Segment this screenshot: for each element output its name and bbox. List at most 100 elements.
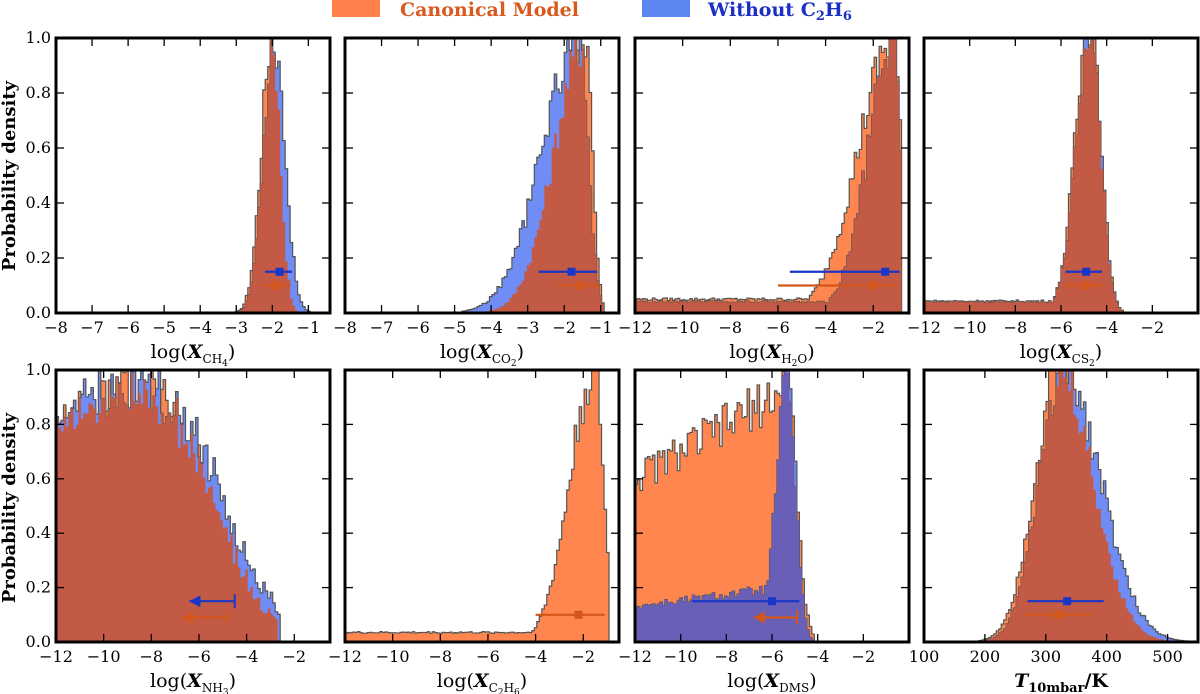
x-tick-label-c2h6: −6 [476, 647, 500, 666]
x-tick-label-ch4: −1 [297, 318, 321, 337]
y-tick-label-ch4: 0.0 [26, 303, 51, 322]
plot-area-temp [924, 370, 1198, 642]
x-tick-label-ch4: −4 [188, 318, 212, 337]
x-tick-label-dms: −12 [618, 647, 652, 666]
plot-area-nh3 [56, 370, 330, 642]
panel-cs2: −12 −10 −8 −6 −4 −2 log(XCS2) [907, 36, 1200, 369]
x-tick-label-h2o: −12 [618, 318, 652, 337]
x-tick-label-dms: −4 [806, 647, 830, 666]
frame-nh3 [54, 368, 332, 644]
hist-overlap-ch4 [56, 38, 330, 313]
median-marker-without-ch4 [275, 267, 284, 276]
x-tick-label-co2: −7 [370, 318, 394, 337]
y-tick-label-ch4: 0.4 [26, 193, 51, 212]
median-marker-canonical-cs2 [1082, 281, 1091, 290]
x-tick-label-h2o: −6 [766, 318, 790, 337]
x-axis-label-cs2: log(XCS2) [1020, 341, 1102, 369]
legend-swatch-without [642, 0, 690, 17]
median-marker-canonical-c2h6 [574, 610, 583, 619]
x-tick-label-nh3: −2 [282, 647, 306, 666]
x-tick-label-temp: 300 [1031, 647, 1062, 666]
y-tick-label-ch4: 0.6 [26, 138, 51, 157]
y-tick-label-ch4: 1.0 [26, 28, 51, 47]
median-marker-canonical-temp [1053, 610, 1062, 619]
x-tick-label-cs2: −8 [1004, 318, 1028, 337]
x-tick-label-c2h6: −4 [524, 647, 548, 666]
x-tick-label-co2: −2 [552, 318, 576, 337]
y-tick-label-ch4: 0.8 [26, 83, 51, 102]
x-tick-label-ch4: −3 [224, 318, 248, 337]
x-axis-label-dms: log(XDMS) [727, 670, 816, 694]
frame-temp [922, 368, 1200, 644]
y-tick-label-nh3: 1.0 [26, 360, 51, 379]
y-tick-label-nh3: 0.0 [26, 632, 51, 651]
plot-area-co2 [345, 38, 619, 313]
y-tick-label-nh3: 0.6 [26, 469, 51, 488]
y-axis-label-bottom: Probability density [0, 412, 20, 603]
median-marker-without-temp [1063, 597, 1072, 606]
x-tick-label-cs2: −2 [1141, 318, 1165, 337]
x-tick-label-h2o: −8 [719, 318, 743, 337]
x-tick-label-nh3: −6 [187, 647, 211, 666]
x-tick-label-temp: 500 [1152, 647, 1183, 666]
x-tick-label-dms: −10 [664, 647, 698, 666]
x-tick-label-cs2: −4 [1095, 318, 1119, 337]
hist-canonical-dms [635, 370, 909, 642]
x-tick-label-c2h6: −10 [376, 647, 410, 666]
x-tick-label-c2h6: −8 [429, 647, 453, 666]
plot-area-h2o [635, 38, 909, 313]
x-tick-label-nh3: −4 [235, 647, 259, 666]
x-tick-label-dms: −2 [852, 647, 876, 666]
frame-c2h6 [343, 368, 621, 644]
frame-h2o [633, 36, 911, 315]
x-tick-label-co2: −3 [516, 318, 540, 337]
frame-co2 [343, 36, 621, 315]
x-tick-label-ch4: −6 [116, 318, 140, 337]
x-axis-label-co2: log(XCO2) [440, 341, 524, 369]
x-tick-label-co2: −4 [479, 318, 503, 337]
frame-ch4 [54, 36, 332, 315]
arrow-without-nh3 [189, 595, 201, 608]
plot-area-dms [635, 370, 909, 642]
median-marker-without-co2 [567, 267, 576, 276]
y-tick-label-nh3: 0.2 [26, 578, 51, 597]
panel-dms: −12 −10 −8 −6 −4 −2 log(XDMS) [618, 368, 911, 694]
x-tick-label-dms: −8 [715, 647, 739, 666]
plot-area-cs2 [924, 38, 1198, 313]
arrow-canonical-nh3 [182, 611, 194, 624]
panel-h2o: −12 −10 −8 −6 −4 −2 log(XH2O) [618, 36, 911, 369]
x-tick-label-ch4: −5 [152, 318, 176, 337]
x-tick-label-h2o: −4 [814, 318, 838, 337]
x-tick-label-co2: −8 [333, 318, 357, 337]
x-tick-label-ch4: −7 [80, 318, 104, 337]
arrow-canonical-dms [753, 611, 765, 624]
x-tick-label-temp: 100 [909, 647, 940, 666]
x-tick-label-c2h6: −12 [328, 647, 362, 666]
panel-co2: −8 −7 −6 −5 −4 −3 −2 −1 log(XCO2) [333, 36, 621, 369]
x-axis-label-c2h6: log(XC2H6) [437, 670, 527, 694]
x-axis-label-temp: T10mbar/K [1014, 670, 1109, 694]
median-marker-without-cs2 [1082, 267, 1091, 276]
x-axis-label-nh3: log(XNH3) [150, 670, 236, 694]
x-tick-label-nh3: −10 [87, 647, 121, 666]
x-tick-label-cs2: −6 [1049, 318, 1073, 337]
legend-label-canonical: Canonical Model [400, 0, 579, 21]
x-tick-label-temp: 400 [1091, 647, 1122, 666]
hist-overlap-co2 [345, 38, 619, 313]
median-marker-without-h2o [881, 267, 890, 276]
median-marker-without-dms [768, 597, 776, 606]
y-tick-label-nh3: 0.4 [26, 523, 51, 542]
hist-canonical-c2h6 [345, 370, 619, 642]
x-axis-label-ch4: log(XCH4) [151, 341, 236, 369]
x-tick-label-h2o: −2 [861, 318, 885, 337]
y-tick-label-nh3: 0.8 [26, 414, 51, 433]
median-marker-canonical-ch4 [271, 281, 280, 290]
hist-overlap-dms [635, 370, 909, 642]
x-tick-label-ch4: −8 [44, 318, 68, 337]
panel-temp: 100 200 300 400 500 T10mbar/K [909, 368, 1200, 694]
x-tick-label-co2: −6 [406, 318, 430, 337]
legend-swatch-canonical [332, 0, 380, 17]
x-tick-label-cs2: −12 [907, 318, 941, 337]
x-tick-label-nh3: −8 [140, 647, 164, 666]
